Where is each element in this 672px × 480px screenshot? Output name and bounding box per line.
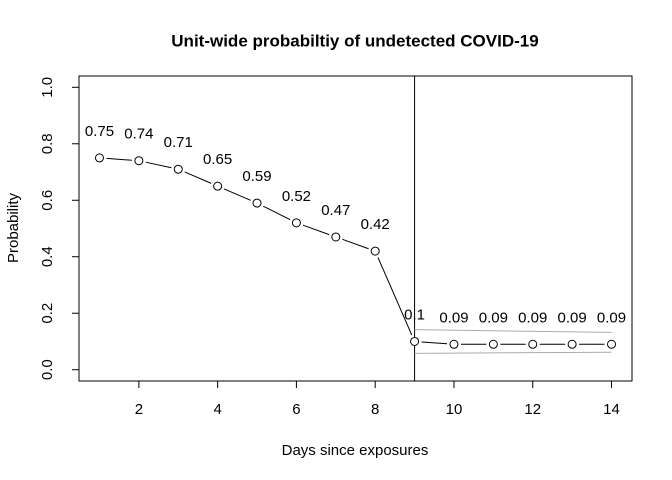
data-label: 0.47 [321, 202, 350, 219]
point [528, 339, 538, 349]
point [410, 336, 420, 346]
x-tick-label: 12 [524, 401, 541, 418]
band-line [414, 329, 612, 333]
line-segment [342, 238, 369, 250]
y-tick-label: 0.4 [39, 246, 56, 267]
y-tick-label: 0.2 [39, 303, 56, 324]
point [370, 246, 380, 256]
y-tick-label: 0.8 [39, 133, 56, 154]
x-tick-label: 8 [371, 401, 379, 418]
point [488, 339, 498, 349]
data-label: 0.52 [282, 188, 311, 205]
point [134, 156, 144, 166]
y-tick-label: 0.0 [39, 359, 56, 380]
x-tick-label: 4 [213, 401, 221, 418]
y-tick-label: 1.0 [39, 77, 56, 98]
data-label: 0.71 [164, 134, 193, 151]
x-tick-label: 6 [292, 401, 300, 418]
data-label: 0.09 [479, 309, 508, 326]
band-line [414, 351, 612, 354]
data-label: 0.59 [242, 168, 271, 185]
point [567, 339, 577, 349]
x-tick-label: 14 [603, 401, 620, 418]
data-label: 0.74 [124, 126, 153, 143]
point [94, 153, 104, 163]
x-tick-label: 2 [135, 401, 143, 418]
line-segment [421, 341, 448, 345]
line-segment [302, 224, 330, 236]
line-segment [145, 161, 172, 169]
data-label: 0.42 [361, 216, 390, 233]
data-label: 0.75 [85, 123, 114, 140]
point [252, 198, 262, 208]
line-segment [184, 171, 212, 184]
line-segment [263, 205, 291, 221]
data-label: 0.09 [439, 309, 468, 326]
point [291, 218, 301, 228]
x-axis-label: Days since exposures [282, 442, 429, 459]
y-axis-label: Probability [5, 192, 22, 263]
data-label: 0.65 [203, 151, 232, 168]
data-label: 0.1 [404, 306, 425, 323]
point [449, 339, 459, 349]
point [607, 339, 617, 349]
x-tick-label: 10 [446, 401, 463, 418]
line-segment [377, 257, 413, 336]
data-label: 0.09 [597, 309, 626, 326]
point [173, 164, 183, 174]
line-segment [106, 157, 132, 161]
chart-title: Unit-wide probabiltiy of undetected COVI… [171, 31, 538, 50]
point [331, 232, 341, 242]
data-label: 0.09 [518, 309, 547, 326]
y-tick-label: 0.6 [39, 190, 56, 211]
point [213, 181, 223, 191]
line-segment [223, 188, 251, 201]
data-label: 0.09 [558, 309, 587, 326]
